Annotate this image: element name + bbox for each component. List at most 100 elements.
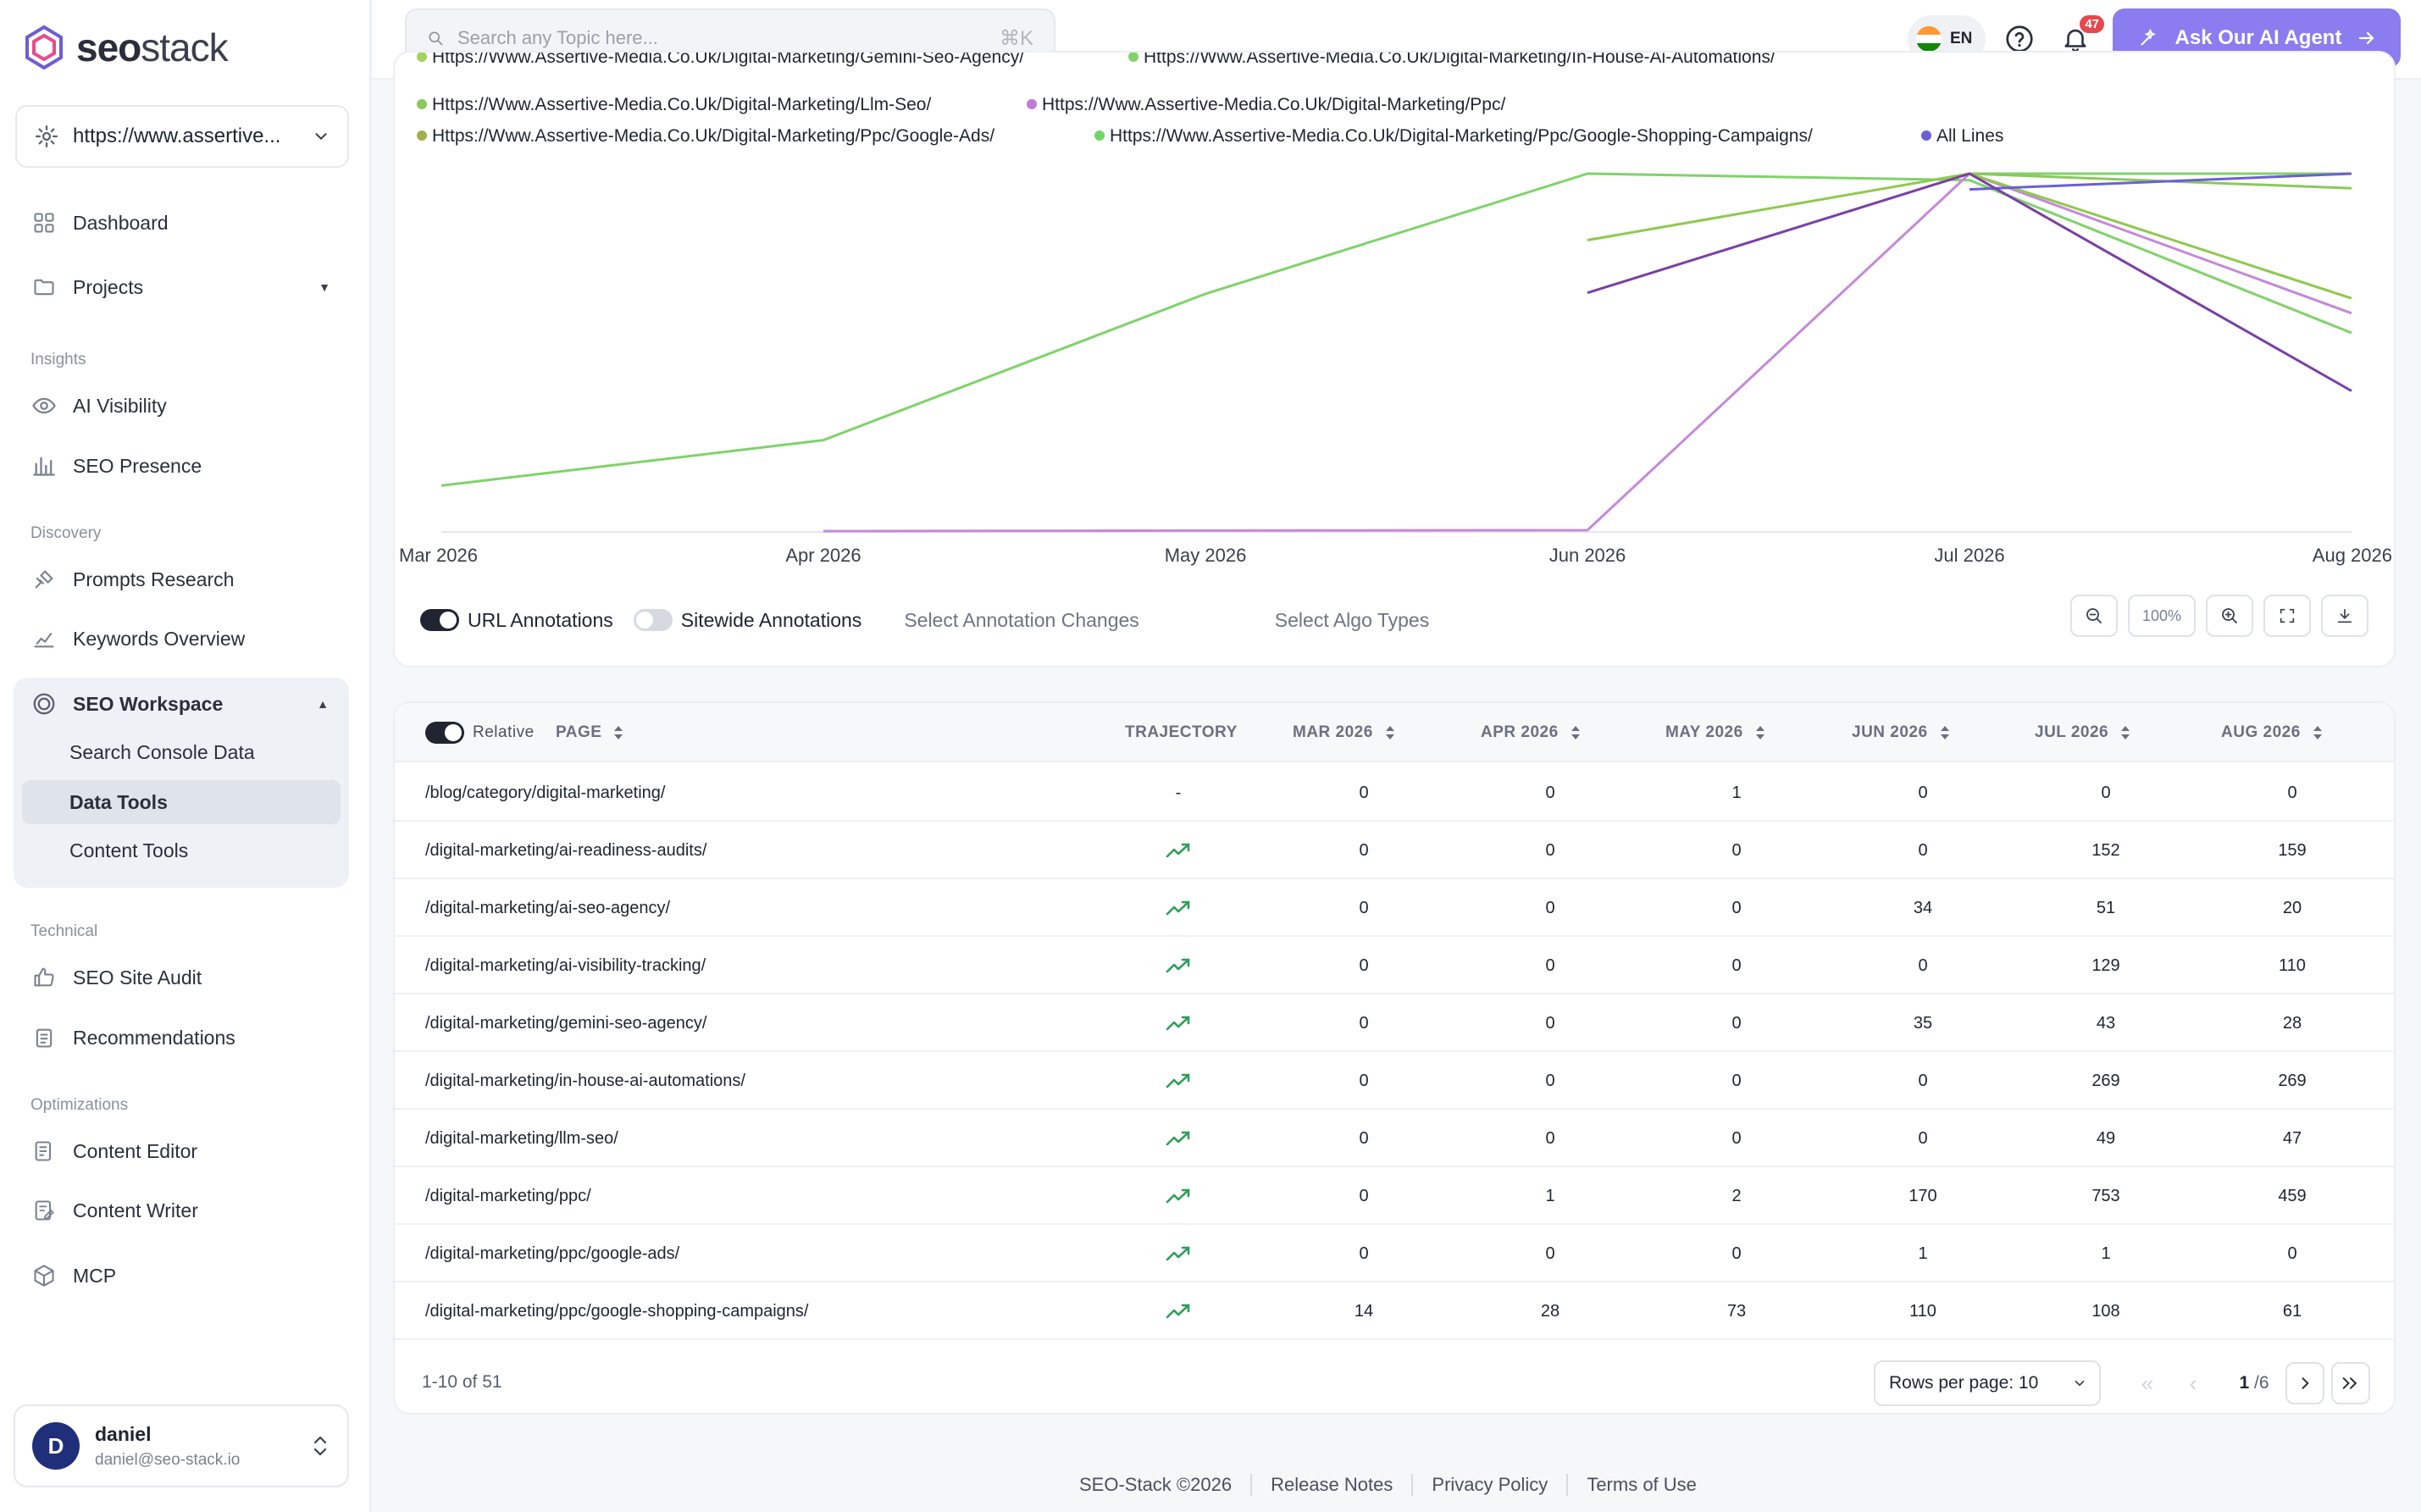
- value-cell: 459: [2278, 1186, 2307, 1205]
- search-input[interactable]: [457, 27, 1000, 49]
- page-url-cell[interactable]: /digital-marketing/ppc/google-shopping-c…: [425, 1301, 809, 1321]
- legend-item[interactable]: Https://Www.Assertive-Media.Co.Uk/Digita…: [1094, 126, 1813, 146]
- nav-mcp[interactable]: MCP: [15, 1251, 349, 1300]
- table-row[interactable]: /digital-marketing/ppc/0 1 2 170 753 459: [395, 1167, 2394, 1225]
- sort-icon[interactable]: [1755, 723, 1765, 742]
- sort-icon[interactable]: [613, 723, 623, 742]
- table-row[interactable]: /digital-marketing/llm-seo/0 0 0 0 49 47: [395, 1110, 2394, 1167]
- table-row[interactable]: /blog/category/digital-marketing/ - 0 0 1 0 0 0: [395, 764, 2394, 822]
- current-page: 1: [2239, 1373, 2250, 1393]
- dashboard-icon: [30, 209, 58, 236]
- relative-toggle[interactable]: [425, 722, 464, 744]
- privacy-policy-link[interactable]: Privacy Policy: [1432, 1474, 1548, 1495]
- table-row[interactable]: /digital-marketing/ppc/google-ads/0 0 0 1 1 0: [395, 1225, 2394, 1282]
- release-notes-link[interactable]: Release Notes: [1271, 1474, 1393, 1495]
- nav-data-tools[interactable]: Data Tools: [22, 780, 341, 824]
- legend-swatch: [417, 53, 427, 62]
- page-url-cell[interactable]: /digital-marketing/ai-seo-agency/: [425, 898, 671, 917]
- column-header-apr-2026[interactable]: APR 2026: [1481, 703, 1581, 762]
- sort-icon[interactable]: [1571, 723, 1581, 742]
- zoom-in-button[interactable]: [2206, 595, 2253, 637]
- nav-seo-site-audit[interactable]: SEO Site Audit: [15, 953, 349, 1002]
- column-header-jun-2026[interactable]: JUN 2026: [1852, 703, 1950, 762]
- legend-item[interactable]: All Lines: [1921, 126, 2003, 146]
- rows-per-page-select[interactable]: Rows per page: 10: [1874, 1360, 2101, 1406]
- legend-item[interactable]: Https://Www.Assertive-Media.Co.Uk/Digita…: [417, 126, 994, 146]
- zoom-out-button[interactable]: [2070, 595, 2118, 637]
- nav-seo-workspace[interactable]: SEO Workspace ▲: [15, 679, 347, 728]
- legend-item[interactable]: Https://Www.Assertive-Media.Co.Uk/Digita…: [1128, 53, 1776, 67]
- nav-seo-presence[interactable]: SEO Presence: [15, 441, 349, 490]
- x-tick-label: Aug 2026: [2313, 545, 2392, 566]
- url-annotations-toggle[interactable]: [420, 609, 459, 631]
- page-url-cell[interactable]: /blog/category/digital-marketing/: [425, 783, 666, 802]
- series-line-2[interactable]: [1587, 172, 2352, 300]
- prev-page-button[interactable]: ‹: [2174, 1362, 2213, 1404]
- page-url-cell[interactable]: /digital-marketing/gemini-seo-agency/: [425, 1013, 707, 1033]
- column-header-mar-2026[interactable]: MAR 2026: [1293, 703, 1395, 762]
- value-cell: 1: [1545, 1186, 1555, 1205]
- series-line-5[interactable]: [1969, 172, 2352, 191]
- user-menu[interactable]: D daniel daniel@seo-stack.io: [14, 1404, 349, 1487]
- legend-item[interactable]: Https://Www.Assertive-Media.Co.Uk/Digita…: [1027, 95, 1505, 114]
- page-url-cell[interactable]: /digital-marketing/ppc/google-ads/: [425, 1243, 680, 1263]
- value-cell: 0: [1731, 955, 1742, 975]
- site-selector[interactable]: https://www.assertive...: [15, 105, 349, 168]
- nav-content-writer[interactable]: Content Writer: [15, 1186, 349, 1235]
- last-page-button[interactable]: [2331, 1362, 2370, 1404]
- brand-name-bold: seo: [76, 25, 141, 69]
- sort-icon[interactable]: [2313, 723, 2323, 742]
- nav-search-console-data[interactable]: Search Console Data: [69, 740, 255, 763]
- series-line-6[interactable]: [1587, 172, 2352, 392]
- sort-icon[interactable]: [2120, 723, 2130, 742]
- sitewide-annotations-toggle[interactable]: [633, 609, 673, 631]
- nav-ai-visibility[interactable]: AI Visibility: [15, 381, 349, 430]
- page-url-cell[interactable]: /digital-marketing/ppc/: [425, 1186, 591, 1205]
- page-url-cell[interactable]: /digital-marketing/ai-readiness-audits/: [425, 840, 707, 860]
- table-row[interactable]: /digital-marketing/ai-readiness-audits/0…: [395, 822, 2394, 879]
- nav-keywords-overview[interactable]: Keywords Overview: [15, 614, 349, 663]
- sort-icon[interactable]: [1940, 723, 1950, 742]
- series-line-1[interactable]: [823, 172, 2352, 533]
- table-row[interactable]: /digital-marketing/in-house-ai-automatio…: [395, 1052, 2394, 1110]
- page-url-cell[interactable]: /digital-marketing/ai-visibility-trackin…: [425, 955, 706, 975]
- nav-content-tools[interactable]: Content Tools: [69, 839, 189, 861]
- first-page-button[interactable]: «: [2128, 1362, 2167, 1404]
- value-cell: 0: [1731, 1243, 1742, 1263]
- sitewide-annotations-label: Sitewide Annotations: [680, 608, 862, 631]
- table-row[interactable]: /digital-marketing/ai-visibility-trackin…: [395, 937, 2394, 994]
- sort-icon[interactable]: [1385, 723, 1395, 742]
- series-line-0[interactable]: [440, 172, 2352, 487]
- nav-projects[interactable]: Projects ▼: [15, 263, 349, 312]
- nav-recommendations[interactable]: Recommendations: [15, 1013, 349, 1062]
- column-header-jul-2026[interactable]: JUL 2026: [2035, 703, 2130, 762]
- next-page-button[interactable]: [2285, 1362, 2324, 1404]
- value-cell: 0: [1359, 1013, 1369, 1033]
- annotation-changes-select[interactable]: Select Annotation Changes: [904, 608, 1139, 631]
- legend-item[interactable]: Https://Www.Assertive-Media.Co.Uk/Digita…: [417, 53, 1024, 67]
- legend-item[interactable]: Https://Www.Assertive-Media.Co.Uk/Digita…: [417, 95, 931, 114]
- relative-toggle-group: Relative: [425, 703, 535, 762]
- reset-zoom-button[interactable]: [2263, 595, 2311, 637]
- table-row[interactable]: /digital-marketing/ai-seo-agency/0 0 0 34 51…: [395, 879, 2394, 937]
- copyright-text: SEO-Stack ©2026: [1079, 1474, 1233, 1495]
- table-row[interactable]: /digital-marketing/gemini-seo-agency/0 0 0…: [395, 994, 2394, 1052]
- logo[interactable]: seostack: [24, 24, 229, 71]
- download-button[interactable]: [2321, 595, 2368, 637]
- nav-dashboard-label: Dashboard: [73, 211, 169, 234]
- column-header-aug-2026[interactable]: AUG 2026: [2221, 703, 2323, 762]
- value-cell: 0: [1545, 1128, 1555, 1148]
- page-url-cell[interactable]: /digital-marketing/llm-seo/: [425, 1128, 618, 1148]
- terms-of-use-link[interactable]: Terms of Use: [1587, 1474, 1697, 1495]
- section-insights: Insights: [30, 351, 86, 368]
- algo-types-select[interactable]: Select Algo Types: [1274, 608, 1430, 631]
- column-header-may-2026[interactable]: MAY 2026: [1665, 703, 1765, 762]
- nav-dashboard[interactable]: Dashboard: [15, 198, 349, 247]
- page-url-cell[interactable]: /digital-marketing/in-house-ai-automatio…: [425, 1071, 745, 1090]
- notifications-button[interactable]: 47: [2055, 15, 2104, 59]
- column-header-page[interactable]: PAGE: [556, 703, 623, 762]
- nav-content-editor[interactable]: Content Editor: [15, 1127, 349, 1176]
- table-row[interactable]: /digital-marketing/ppc/google-shopping-c…: [395, 1282, 2394, 1340]
- table-header: Relative PAGE TRAJECTORY MAR 2026 APR 2026 M…: [395, 703, 2394, 762]
- nav-prompts-research[interactable]: Prompts Research: [15, 555, 349, 604]
